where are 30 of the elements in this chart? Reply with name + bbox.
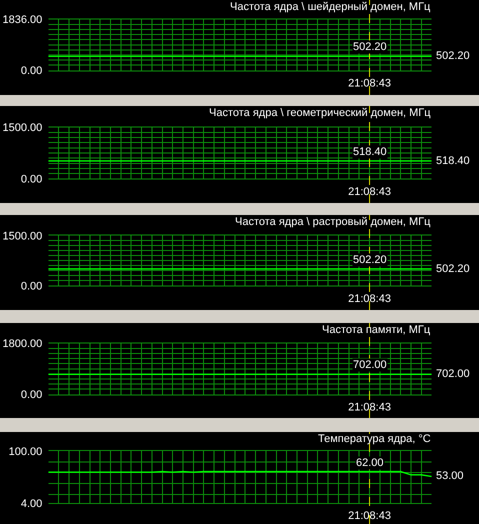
y-tick-label: 4.00 [20, 498, 42, 510]
chart-title: Частота ядра \ шейдерный домен, МГц [230, 1, 432, 13]
x-tick-label: 21:08:43 [348, 186, 391, 198]
y-tick-label: 1500.00 [2, 230, 42, 243]
y-tick-label: 0.00 [20, 174, 42, 186]
data-label: 502.20 [436, 263, 470, 275]
data-label: 518.40 [436, 155, 470, 167]
data-label: 502.20 [353, 254, 387, 266]
data-label: 62.00 [356, 457, 384, 469]
data-label: 53.00 [436, 470, 464, 482]
x-tick-label: 21:08:43 [348, 510, 391, 522]
chart-title: Частота памяти, МГц [322, 324, 431, 336]
y-tick-label: 1800.00 [2, 338, 42, 350]
x-tick-label: 21:08:43 [348, 292, 391, 305]
y-tick-label: 0.00 [20, 280, 42, 293]
y-tick-label: 0.00 [20, 389, 42, 402]
y-tick-label: 1836.00 [2, 14, 42, 26]
data-label: 702.00 [353, 359, 387, 371]
chart-title: Температура ядра, °C [318, 433, 431, 445]
x-tick-label: 21:08:43 [348, 78, 391, 90]
y-tick-label: 1500.00 [2, 122, 42, 134]
chart-title: Частота ядра \ растровый домен, МГц [235, 216, 432, 228]
y-tick-label: 100.00 [8, 446, 42, 458]
data-label: 502.20 [436, 50, 470, 62]
chart-title: Частота ядра \ геометрический домен, МГц [209, 107, 432, 119]
y-tick-label: 0.00 [20, 65, 42, 78]
data-label: 702.00 [436, 368, 470, 380]
data-label: 518.40 [353, 146, 387, 158]
data-label: 502.20 [353, 41, 387, 53]
x-tick-label: 21:08:43 [348, 402, 391, 414]
